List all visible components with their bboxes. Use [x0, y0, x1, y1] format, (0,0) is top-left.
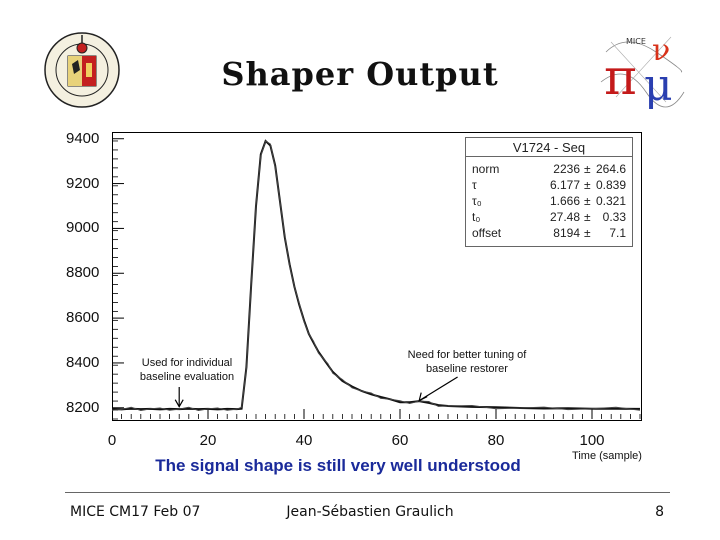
stats-error: 0.321 — [595, 194, 626, 208]
stats-title: V1724 - Seq — [512, 140, 586, 155]
stats-value: 27.48 — [549, 210, 580, 224]
fit-statistics-box: V1724 - Seq norm 2236 ±264.6 τ 6.177 ±0.839 τ₀… — [465, 137, 633, 247]
stats-pm: ± — [584, 178, 591, 192]
svg-text:π: π — [604, 48, 637, 106]
y-tick-label: 8800 — [66, 264, 100, 282]
y-tick-label: 8200 — [66, 398, 100, 416]
stats-name: t₀ — [472, 210, 481, 224]
mice-pi-mu-logo: π μ ν MICE — [600, 33, 685, 111]
stats-pm: ± — [584, 226, 591, 240]
x-axis-label: Time (sample) — [572, 450, 642, 462]
stats-error: 264.6 — [595, 162, 626, 176]
stats-value: 6.177 — [549, 178, 580, 192]
x-tick-label: 100 — [579, 432, 605, 449]
university-seal-logo — [44, 32, 120, 108]
stats-pm: ± — [584, 210, 591, 224]
stats-row: norm 2236 ±264.6 — [466, 162, 632, 176]
annotation-baseline-restorer: Need for better tuning of baseline resto… — [407, 349, 527, 375]
stats-error: 7.1 — [609, 226, 626, 240]
y-tick-label: 8400 — [66, 353, 100, 371]
footer-page-number: 8 — [655, 504, 664, 520]
stats-divider — [466, 156, 632, 157]
slide-caption: The signal shape is still very well unde… — [155, 456, 521, 475]
slide-title: Shaper Output — [221, 55, 499, 93]
arrowhead-baseline-restorer — [418, 392, 428, 402]
svg-text:ν: ν — [652, 33, 670, 68]
footer-meeting: MICE CM17 Feb 07 — [70, 504, 201, 520]
svg-text:MICE: MICE — [626, 37, 646, 46]
stats-row: t₀ 27.48 ±0.33 — [466, 210, 632, 224]
svg-text:μ: μ — [644, 60, 673, 111]
x-tick-label: 20 — [199, 432, 217, 449]
stats-value: 8194 — [553, 226, 580, 240]
stats-name: norm — [472, 162, 500, 176]
arrow-baseline-restorer — [418, 376, 458, 402]
x-tick-label: 0 — [107, 432, 117, 449]
stats-name: τ — [472, 178, 477, 192]
arrowhead-baseline-evaluation — [174, 399, 184, 408]
plot-area — [112, 132, 641, 420]
x-tick-label: 80 — [487, 432, 505, 449]
stats-error: 0.33 — [602, 210, 626, 224]
y-tick-label: 9400 — [66, 129, 100, 147]
y-tick-label: 9200 — [66, 174, 100, 192]
stats-row: τ₀ 1.666 ±0.321 — [466, 194, 632, 208]
stats-pm: ± — [584, 162, 591, 176]
annotation-baseline-evaluation: Used for individual baseline evaluation — [139, 357, 235, 383]
stats-error: 0.839 — [595, 178, 626, 192]
stats-value: 1.666 — [549, 194, 580, 208]
stats-row: τ 6.177 ±0.839 — [466, 178, 632, 192]
signal-data-histogram — [112, 140, 641, 412]
x-tick-label: 40 — [295, 432, 313, 449]
footer-divider — [65, 492, 670, 493]
stats-name: offset — [472, 226, 502, 240]
y-tick-label: 8600 — [66, 309, 100, 327]
stats-pm: ± — [584, 194, 591, 208]
stats-value: 2236 — [553, 162, 580, 176]
stats-row: offset 8194 ±7.1 — [466, 226, 632, 240]
y-tick-label: 9000 — [66, 219, 100, 237]
footer-author: Jean-Sébastien Graulich — [286, 504, 454, 520]
stats-name: τ₀ — [472, 194, 482, 208]
x-tick-label: 60 — [391, 432, 409, 449]
